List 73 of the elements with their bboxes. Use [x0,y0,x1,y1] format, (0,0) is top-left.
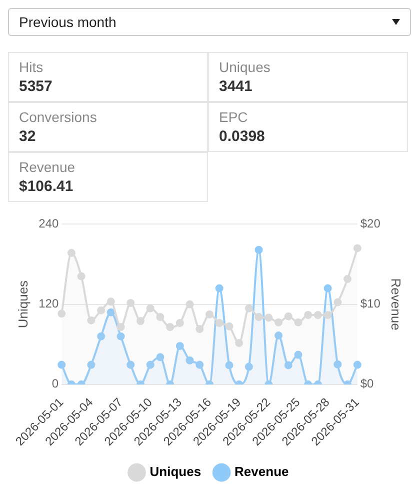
point [254,312,263,321]
point [353,360,362,369]
point [116,323,125,332]
legend-label: Uniques [150,464,202,480]
text: Uniques [219,59,272,75]
point [97,306,106,314]
point [58,360,66,369]
point [334,298,342,306]
y2-tick-label: $10 [360,296,381,311]
point [106,308,115,316]
point [254,246,263,254]
point [274,318,283,326]
point [97,332,106,340]
text: Conversions [19,109,98,125]
point [324,310,332,319]
point [87,360,96,369]
point [274,332,283,340]
point [146,360,154,369]
text: 3441 [219,78,254,95]
point [77,272,86,280]
point [196,325,204,334]
point [244,304,253,312]
point [87,316,96,324]
point [186,356,194,364]
point [215,319,224,327]
point [294,318,302,326]
text: Hits [19,59,44,75]
text: Previous month [19,14,116,30]
point [58,310,66,318]
point [284,361,292,370]
point [166,323,174,332]
y2-axis-title: Revenue [388,278,404,330]
point [156,353,164,362]
text: EPC [219,109,249,125]
point [136,316,144,325]
point [176,342,184,350]
legend-label: Revenue [234,464,289,480]
point [284,312,292,320]
point [294,350,302,359]
point [324,284,332,292]
point [126,298,135,307]
point [225,361,234,370]
text: 5357 [19,78,54,95]
point [146,304,154,312]
text: Revenue [19,159,76,175]
point [344,274,352,283]
y-tick-label: 120 [38,296,59,311]
point [244,362,253,371]
point [353,244,362,252]
point [67,248,76,257]
y-axis-title: Uniques [15,280,30,328]
point [304,310,312,319]
point [116,332,125,340]
y-tick-label: 240 [38,216,59,231]
text: $106.41 [19,178,74,195]
point [186,300,194,308]
point [196,360,204,369]
point [334,360,342,368]
y2-tick-label: $0 [360,376,374,391]
point [106,298,115,306]
point [176,319,184,327]
point [235,339,244,348]
point [314,310,322,319]
text: 32 [19,128,37,145]
point [206,310,214,318]
point [264,314,273,322]
y-tick-label: 0 [52,376,59,391]
point [225,322,234,330]
text: 0.0398 [219,128,266,145]
point [126,360,135,369]
point [156,312,164,321]
y2-tick-label: $20 [360,216,381,231]
point [215,284,224,292]
